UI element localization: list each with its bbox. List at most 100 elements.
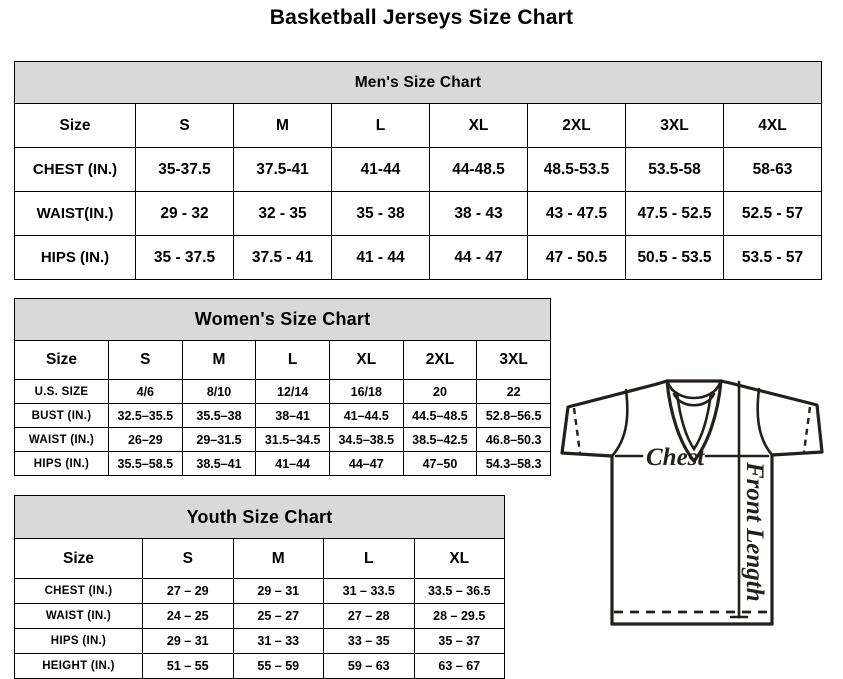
mens-size-chart-table: Men's Size Chart Size S M L XL 2XL 3XL 4XL CHEST …: [14, 61, 822, 280]
womens-row-label: BUST (IN.): [14, 403, 109, 428]
mens-value-cell: 29 - 32: [135, 191, 234, 236]
mens-header-cell: S: [135, 103, 234, 148]
youth-value-cell: 29 – 31: [142, 628, 234, 654]
youth-value-cell: 33 – 35: [323, 628, 415, 654]
youth-value-cell: 55 – 59: [232, 653, 324, 679]
womens-value-cell: 26–29: [108, 427, 183, 452]
left-sleeve-hem-dashes: [572, 407, 582, 454]
youth-row-label: CHEST (IN.): [14, 578, 143, 604]
youth-title-row: Youth Size Chart: [14, 495, 505, 539]
womens-value-cell: 20: [402, 379, 478, 404]
mens-value-cell: 38 - 43: [429, 191, 528, 236]
womens-value-cell: 35.5–58.5: [108, 451, 183, 476]
page-title: Basketball Jerseys Size Chart: [269, 6, 574, 29]
womens-header-cell: 2XL: [402, 340, 478, 380]
table-row: U.S. SIZE 4/6 8/10 12/14 16/18 20 22: [14, 379, 551, 404]
mens-header-cell: Size: [14, 103, 136, 148]
youth-header-cell: M: [232, 538, 324, 579]
womens-header-cell: S: [108, 340, 183, 380]
youth-row-label: WAIST (IN.): [14, 603, 143, 629]
mens-header-cell: 2XL: [527, 103, 626, 148]
mens-value-cell: 37.5 - 41: [233, 235, 332, 280]
womens-value-cell: 32.5–35.5: [108, 403, 183, 428]
collar-band-inner-upper: [666, 381, 722, 400]
mens-header-row: Size S M L XL 2XL 3XL 4XL: [14, 103, 822, 148]
mens-value-cell: 43 - 47.5: [527, 191, 626, 236]
womens-value-cell: 38.5–42.5: [402, 427, 478, 452]
womens-header-cell: XL: [328, 340, 404, 380]
youth-value-cell: 31 – 33: [232, 628, 324, 654]
right-sleeve-hem-dashes: [802, 406, 812, 453]
womens-value-cell: 22: [476, 379, 551, 404]
table-row: HEIGHT (IN.) 51 – 55 55 – 59 59 – 63 63 – 67: [14, 653, 505, 679]
table-row: WAIST(IN.) 29 - 32 32 - 35 35 - 38 38 - 43 43…: [14, 191, 822, 236]
youth-value-cell: 27 – 28: [323, 603, 415, 629]
youth-value-cell: 31 – 33.5: [323, 578, 415, 604]
v-neck-inner: [675, 391, 713, 452]
youth-size-chart-table: Youth Size Chart Size S M L XL CHEST (IN.) 27 –…: [14, 495, 505, 679]
table-row: CHEST (IN.) 27 – 29 29 – 31 31 – 33.5 33.5 –…: [14, 578, 505, 604]
womens-header-cell: 3XL: [476, 340, 551, 380]
mens-value-cell: 32 - 35: [233, 191, 332, 236]
mens-header-cell: 4XL: [723, 103, 822, 148]
mens-header-cell: XL: [429, 103, 528, 148]
womens-row-label: WAIST (IN.): [14, 427, 109, 452]
left-shoulder-line: [655, 379, 669, 386]
mens-value-cell: 58-63: [723, 147, 822, 192]
mens-value-cell: 35-37.5: [135, 147, 234, 192]
mens-value-cell: 48.5-53.5: [527, 147, 626, 192]
mens-row-label: HIPS (IN.): [14, 235, 136, 280]
womens-value-cell: 38.5–41: [181, 451, 257, 476]
mens-value-cell: 41-44: [331, 147, 430, 192]
mens-value-cell: 47 - 50.5: [527, 235, 626, 280]
table-row: HIPS (IN.) 35.5–58.5 38.5–41 41–44 44–47 47–5…: [14, 451, 551, 476]
youth-header-row: Size S M L XL: [14, 538, 505, 579]
left-sleeve-outline: [560, 382, 659, 458]
mens-value-cell: 35 - 37.5: [135, 235, 234, 280]
womens-header-cell: Size: [14, 340, 109, 380]
mens-title-row: Men's Size Chart: [14, 61, 822, 104]
mens-value-cell: 53.5 - 57: [723, 235, 822, 280]
womens-size-chart-table: Women's Size Chart Size S M L XL 2XL 3XL U.S. SI…: [14, 298, 551, 476]
womens-value-cell: 34.5–38.5: [328, 427, 404, 452]
youth-value-cell: 29 – 31: [232, 578, 324, 604]
womens-header-cell: L: [255, 340, 330, 380]
youth-value-cell: 25 – 27: [232, 603, 324, 629]
youth-value-cell: 24 – 25: [142, 603, 234, 629]
table-row: WAIST (IN.) 26–29 29–31.5 31.5–34.5 34.5–38.…: [14, 427, 551, 452]
table-row: HIPS (IN.) 35 - 37.5 37.5 - 41 41 - 44 44 - …: [14, 235, 822, 280]
mens-value-cell: 37.5-41: [233, 147, 332, 192]
womens-value-cell: 38–41: [255, 403, 330, 428]
mens-value-cell: 44 - 47: [429, 235, 528, 280]
womens-row-label: U.S. SIZE: [14, 379, 109, 404]
v-neck-outer: [665, 379, 723, 463]
mens-row-label: WAIST(IN.): [14, 191, 136, 236]
womens-header-row: Size S M L XL 2XL 3XL: [14, 340, 551, 380]
womens-title-row: Women's Size Chart: [14, 298, 551, 341]
womens-value-cell: 54.3–58.3: [476, 451, 551, 476]
youth-header-cell: S: [142, 538, 234, 579]
womens-row-label: HIPS (IN.): [14, 451, 109, 476]
mens-header-cell: 3XL: [625, 103, 724, 148]
womens-value-cell: 47–50: [402, 451, 478, 476]
womens-value-cell: 44–47: [328, 451, 404, 476]
table-row: CHEST (IN.) 35-37.5 37.5-41 41-44 44-48.5 48.…: [14, 147, 822, 192]
youth-row-label: HEIGHT (IN.): [14, 653, 143, 679]
youth-row-label: HIPS (IN.): [14, 628, 143, 654]
right-sleeve-outline: [728, 381, 824, 457]
youth-value-cell: 35 – 37: [413, 628, 505, 654]
mens-value-cell: 50.5 - 53.5: [625, 235, 724, 280]
youth-value-cell: 63 – 67: [413, 653, 505, 679]
youth-header-cell: Size: [14, 538, 143, 579]
mens-value-cell: 52.5 - 57: [723, 191, 822, 236]
right-armhole-seam: [756, 387, 774, 457]
womens-value-cell: 41–44.5: [328, 403, 404, 428]
youth-value-cell: 51 – 55: [142, 653, 234, 679]
mens-value-cell: 35 - 38: [331, 191, 430, 236]
womens-value-cell: 35.5–38: [181, 403, 257, 428]
womens-header-cell: M: [181, 340, 257, 380]
mens-chart-title: Men's Size Chart: [14, 61, 822, 104]
table-row: WAIST (IN.) 24 – 25 25 – 27 27 – 28 28 – 29.…: [14, 603, 505, 629]
left-armhole-seam: [610, 388, 629, 458]
youth-value-cell: 59 – 63: [323, 653, 415, 679]
